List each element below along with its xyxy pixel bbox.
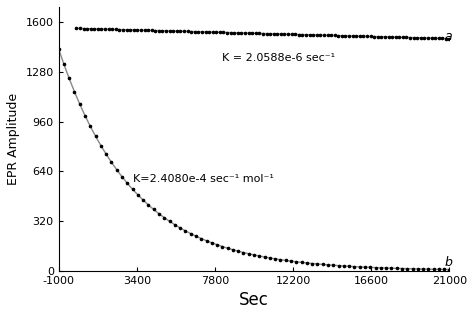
Y-axis label: EPR Amplitude: EPR Amplitude (7, 93, 20, 185)
X-axis label: Sec: Sec (239, 291, 269, 309)
Text: a: a (444, 30, 452, 43)
Text: K=2.4080e-4 sec⁻¹ mol⁻¹: K=2.4080e-4 sec⁻¹ mol⁻¹ (133, 174, 274, 184)
Text: K = 2.0588e-6 sec⁻¹: K = 2.0588e-6 sec⁻¹ (222, 53, 335, 63)
Text: b: b (444, 256, 452, 269)
